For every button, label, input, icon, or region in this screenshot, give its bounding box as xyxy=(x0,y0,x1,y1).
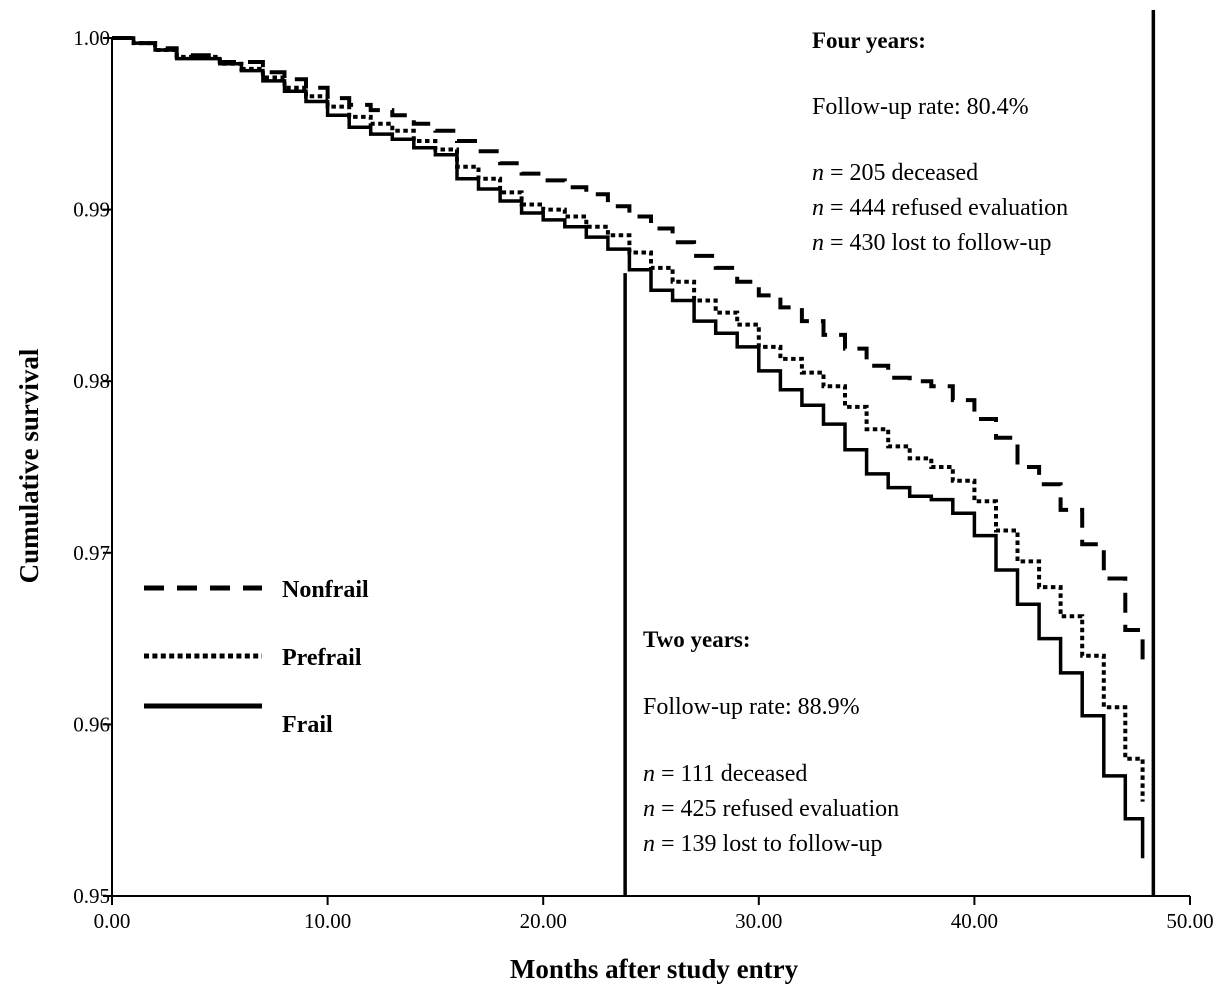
two-years-var: n xyxy=(643,796,655,822)
x-axis-title: Months after study entry xyxy=(510,954,799,984)
two-years-title: Two years: xyxy=(643,627,751,652)
legend-label-prefrail: Prefrail xyxy=(282,645,362,671)
four-years-deceased: n = 205 deceased xyxy=(812,160,978,186)
four-years-rate: Follow-up rate: 80.4% xyxy=(812,94,1029,120)
series-line-frail xyxy=(112,36,1145,859)
tick-layer: 0.00 10.00 20.00 30.00 40.00 50.00 0.95 0.96 0.9… xyxy=(73,26,1213,933)
two-years-rate: Follow-up rate: 88.9% xyxy=(643,694,860,720)
two-years-lost: n = 139 lost to follow-up xyxy=(643,831,883,857)
four-years-refused-text: = 444 refused evaluation xyxy=(824,195,1068,221)
two-years-var: n xyxy=(643,831,655,857)
y-tick-label: 0.97 xyxy=(73,541,110,565)
legend: Nonfrail Prefrail Frail xyxy=(144,577,369,738)
two-years-rate-value: 88.9% xyxy=(798,694,860,720)
x-tick-label: 50.00 xyxy=(1166,909,1213,933)
four-years-var: n xyxy=(812,160,824,186)
four-years-rate-value: 80.4% xyxy=(967,94,1029,120)
x-tick-label: 20.00 xyxy=(520,909,567,933)
two-years-deceased-text: = 111 deceased xyxy=(655,761,807,787)
two-years-rate-prefix: Follow-up rate: xyxy=(643,694,798,720)
four-years-rate-prefix: Follow-up rate: xyxy=(812,94,967,120)
four-years-lost-text: = 430 lost to follow-up xyxy=(824,230,1052,256)
series-layer xyxy=(112,36,1145,859)
two-years-refused: n = 425 refused evaluation xyxy=(643,796,899,822)
y-tick-label: 0.99 xyxy=(73,198,110,222)
y-tick-label: 0.95 xyxy=(73,884,110,908)
series-line-nonfrail xyxy=(112,36,1145,661)
y-tick-label: 0.98 xyxy=(73,369,110,393)
four-years-title: Four years: xyxy=(812,28,926,53)
annotation-four-years: Four years: Follow-up rate: 80.4% n = 20… xyxy=(812,28,1068,256)
y-axis-title: Cumulative survival xyxy=(14,348,44,583)
four-years-var: n xyxy=(812,230,824,256)
four-years-lost: n = 430 lost to follow-up xyxy=(812,230,1052,256)
y-tick-label: 1.00 xyxy=(73,26,110,50)
four-years-deceased-text: = 205 deceased xyxy=(824,160,978,186)
two-years-refused-text: = 425 refused evaluation xyxy=(655,796,899,822)
four-years-refused: n = 444 refused evaluation xyxy=(812,195,1068,221)
legend-label-frail: Frail xyxy=(282,712,333,738)
annotation-two-years: Two years: Follow-up rate: 88.9% n = 111… xyxy=(643,627,899,857)
two-years-var: n xyxy=(643,761,655,787)
x-tick-label: 40.00 xyxy=(951,909,998,933)
legend-label-nonfrail: Nonfrail xyxy=(282,577,369,603)
x-tick-label: 30.00 xyxy=(735,909,782,933)
x-tick-label: 10.00 xyxy=(304,909,351,933)
reference-lines xyxy=(623,10,1156,896)
two-years-deceased: n = 111 deceased xyxy=(643,761,807,787)
four-years-var: n xyxy=(812,195,824,221)
two-years-lost-text: = 139 lost to follow-up xyxy=(655,831,883,857)
y-tick-label: 0.96 xyxy=(73,712,110,736)
axes: 0.00 10.00 20.00 30.00 40.00 50.00 0.95 0.96 0.9… xyxy=(73,26,1213,933)
x-tick-label: 0.00 xyxy=(94,909,131,933)
